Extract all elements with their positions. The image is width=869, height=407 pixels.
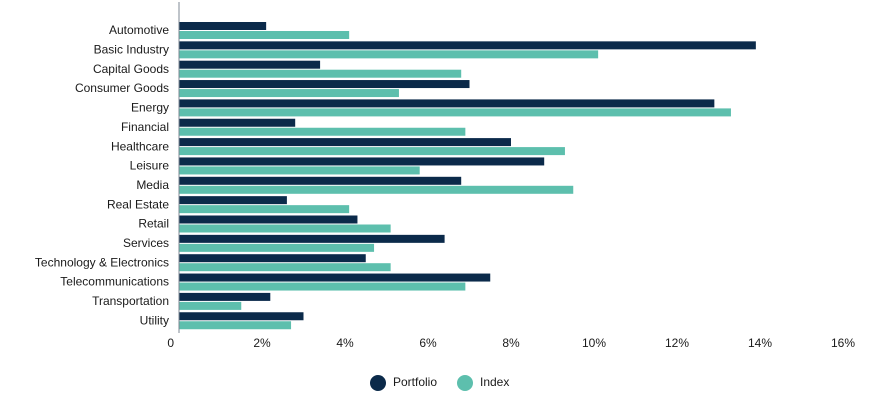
category-label-consumer-goods: Consumer Goods <box>75 81 169 95</box>
bar-index-media <box>179 185 574 194</box>
x-tick-label-10: 10% <box>582 336 606 350</box>
bar-index-retail <box>179 224 391 233</box>
bar-index-services <box>179 243 375 252</box>
bar-portfolio-healthcare <box>179 138 511 147</box>
bar-portfolio-basic-industry <box>179 41 756 50</box>
bar-index-consumer-goods <box>179 89 399 98</box>
legend-marker-index <box>457 375 473 391</box>
bar-portfolio-telecommunications <box>179 273 491 282</box>
category-label-financial: Financial <box>121 120 169 134</box>
category-label-energy: Energy <box>131 101 169 115</box>
bar-portfolio-utility <box>179 312 304 321</box>
x-tick-label-16: 16% <box>831 336 855 350</box>
legend: Portfolio Index <box>370 375 509 391</box>
bar-portfolio-energy <box>179 99 715 108</box>
legend-label-index: Index <box>480 375 509 389</box>
x-tick-label-0: 0 <box>167 336 174 350</box>
category-label-media: Media <box>136 178 169 192</box>
bar-index-financial <box>179 127 466 136</box>
category-label-basic-industry: Basic Industry <box>94 43 169 57</box>
bar-index-healthcare <box>179 147 565 156</box>
category-label-retail: Retail <box>138 217 169 231</box>
legend-label-portfolio: Portfolio <box>393 375 437 389</box>
bar-portfolio-real-estate <box>179 196 287 205</box>
bar-index-technology-and-electronics <box>179 263 391 272</box>
bar-index-automotive <box>179 31 350 39</box>
category-label-technology-and-electronics: Technology & Electronics <box>35 255 169 269</box>
bar-index-transportation <box>179 301 242 310</box>
x-tick-labels: 0 2% 4% 6% 8% 10% 12% 14% 16% <box>167 336 855 350</box>
bar-index-utility <box>179 321 292 330</box>
legend-marker-portfolio <box>370 375 386 391</box>
bar-index-leisure <box>179 166 420 175</box>
x-tick-label-2: 2% <box>253 336 271 350</box>
bar-portfolio-technology-and-electronics <box>179 254 366 263</box>
bar-portfolio-leisure <box>179 157 545 166</box>
category-label-telecommunications: Telecommunications <box>60 275 169 289</box>
x-tick-label-12: 12% <box>665 336 689 350</box>
bar-portfolio-transportation <box>179 292 271 301</box>
bar-portfolio-services <box>179 234 445 243</box>
category-label-capital-goods: Capital Goods <box>93 62 169 76</box>
bar-portfolio-consumer-goods <box>179 80 470 89</box>
category-label-leisure: Leisure <box>130 159 170 173</box>
bar-index-telecommunications <box>179 282 466 291</box>
category-label-services: Services <box>123 236 169 250</box>
x-tick-label-14: 14% <box>748 336 772 350</box>
bar-index-energy <box>179 108 731 117</box>
category-label-automotive: Automotive <box>109 23 169 37</box>
bar-index-capital-goods <box>179 69 462 78</box>
bar-index-real-estate <box>179 205 350 214</box>
bars-layer <box>179 22 756 330</box>
bar-portfolio-capital-goods <box>179 60 321 69</box>
bar-index-basic-industry <box>179 50 599 59</box>
bar-portfolio-financial <box>179 118 296 127</box>
category-labels: Automotive Basic Industry Capital Goods Con… <box>35 23 169 327</box>
bar-portfolio-retail <box>179 215 358 224</box>
bar-portfolio-automotive <box>179 22 267 30</box>
x-tick-label-4: 4% <box>336 336 354 350</box>
category-label-real-estate: Real Estate <box>107 197 169 211</box>
category-label-utility: Utility <box>140 313 169 327</box>
x-tick-label-8: 8% <box>502 336 520 350</box>
bar-portfolio-media <box>179 176 462 185</box>
category-label-healthcare: Healthcare <box>111 139 169 153</box>
x-tick-label-6: 6% <box>419 336 437 350</box>
category-label-transportation: Transportation <box>92 294 169 308</box>
